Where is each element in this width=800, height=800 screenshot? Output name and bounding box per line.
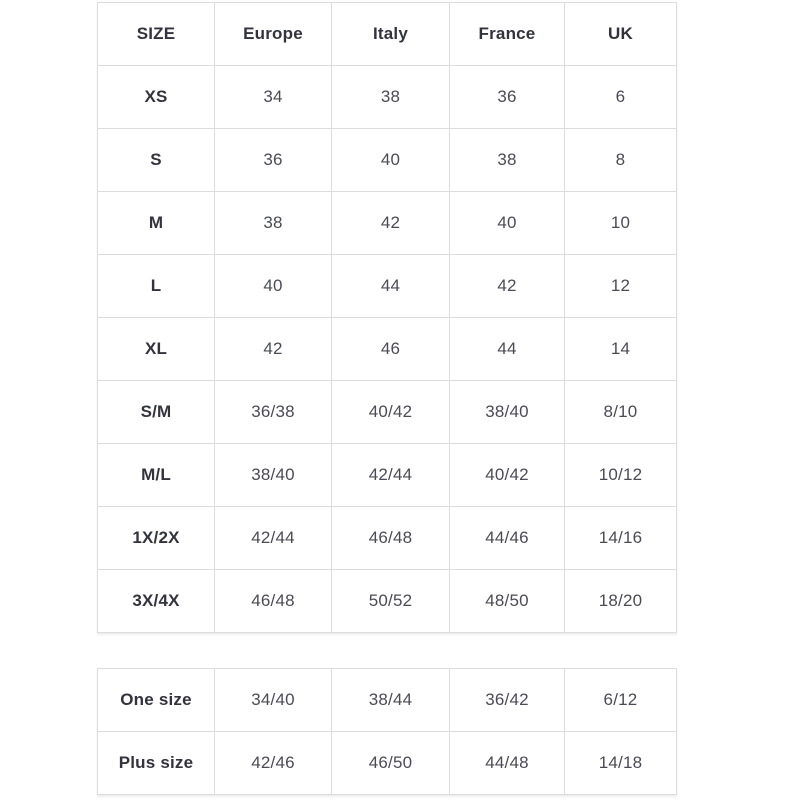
size-value-cell: 42/44 [331, 443, 450, 507]
size-value-cell: 10/12 [564, 443, 677, 507]
table-row: 3X/4X 46/48 50/52 48/50 18/20 [97, 569, 677, 633]
size-value-cell: 8/10 [564, 380, 677, 444]
table-row: M 38 42 40 10 [97, 191, 677, 255]
size-value-cell: 6 [564, 65, 677, 129]
row-label: XL [97, 317, 215, 381]
table-row: S 36 40 38 8 [97, 128, 677, 192]
size-value-cell: 38/40 [214, 443, 332, 507]
row-label: One size [97, 668, 215, 732]
size-value-cell: 36/42 [449, 668, 565, 732]
size-value-cell: 42 [214, 317, 332, 381]
size-value-cell: 42 [449, 254, 565, 318]
size-value-cell: 14/18 [564, 731, 677, 795]
column-header: France [449, 2, 565, 66]
table-row: One size 34/40 38/44 36/42 6/12 [97, 668, 677, 732]
size-value-cell: 38/40 [449, 380, 565, 444]
table-header-row: SIZE Europe Italy France UK [97, 2, 677, 66]
size-value-cell: 40 [449, 191, 565, 255]
column-header: UK [564, 2, 677, 66]
size-value-cell: 36 [214, 128, 332, 192]
size-chart-page: SIZE Europe Italy France UK XS 34 38 36 6 S 36 40 38… [97, 2, 677, 795]
row-label: XS [97, 65, 215, 129]
table-row: 1X/2X 42/44 46/48 44/46 14/16 [97, 506, 677, 570]
size-value-cell: 38 [331, 65, 450, 129]
size-value-cell: 8 [564, 128, 677, 192]
table-row: M/L 38/40 42/44 40/42 10/12 [97, 443, 677, 507]
row-label: M/L [97, 443, 215, 507]
size-value-cell: 40 [331, 128, 450, 192]
size-value-cell: 36/38 [214, 380, 332, 444]
row-label: Plus size [97, 731, 215, 795]
special-size-table: One size 34/40 38/44 36/42 6/12 Plus size 42/4… [97, 668, 677, 795]
size-value-cell: 34/40 [214, 668, 332, 732]
row-label: 3X/4X [97, 569, 215, 633]
size-value-cell: 38/44 [331, 668, 450, 732]
size-value-cell: 34 [214, 65, 332, 129]
size-value-cell: 50/52 [331, 569, 450, 633]
row-label: S/M [97, 380, 215, 444]
size-value-cell: 44/46 [449, 506, 565, 570]
table-row: Plus size 42/46 46/50 44/48 14/18 [97, 731, 677, 795]
size-value-cell: 42/46 [214, 731, 332, 795]
size-value-cell: 46/48 [214, 569, 332, 633]
size-value-cell: 12 [564, 254, 677, 318]
size-value-cell: 10 [564, 191, 677, 255]
size-value-cell: 44 [449, 317, 565, 381]
row-label: L [97, 254, 215, 318]
row-label: 1X/2X [97, 506, 215, 570]
row-label: M [97, 191, 215, 255]
column-header: SIZE [97, 2, 215, 66]
size-value-cell: 46/48 [331, 506, 450, 570]
column-header: Italy [331, 2, 450, 66]
size-value-cell: 38 [449, 128, 565, 192]
size-value-cell: 14 [564, 317, 677, 381]
size-value-cell: 18/20 [564, 569, 677, 633]
size-value-cell: 48/50 [449, 569, 565, 633]
size-value-cell: 36 [449, 65, 565, 129]
size-value-cell: 44/48 [449, 731, 565, 795]
size-value-cell: 14/16 [564, 506, 677, 570]
size-value-cell: 40 [214, 254, 332, 318]
size-value-cell: 46 [331, 317, 450, 381]
size-value-cell: 42/44 [214, 506, 332, 570]
table-row: L 40 44 42 12 [97, 254, 677, 318]
size-value-cell: 6/12 [564, 668, 677, 732]
size-value-cell: 40/42 [331, 380, 450, 444]
table-row: S/M 36/38 40/42 38/40 8/10 [97, 380, 677, 444]
size-value-cell: 44 [331, 254, 450, 318]
row-label: S [97, 128, 215, 192]
size-conversion-table: SIZE Europe Italy France UK XS 34 38 36 6 S 36 40 38… [97, 2, 677, 633]
size-value-cell: 40/42 [449, 443, 565, 507]
table-row: XL 42 46 44 14 [97, 317, 677, 381]
table-row: XS 34 38 36 6 [97, 65, 677, 129]
column-header: Europe [214, 2, 332, 66]
size-value-cell: 38 [214, 191, 332, 255]
size-value-cell: 42 [331, 191, 450, 255]
size-value-cell: 46/50 [331, 731, 450, 795]
